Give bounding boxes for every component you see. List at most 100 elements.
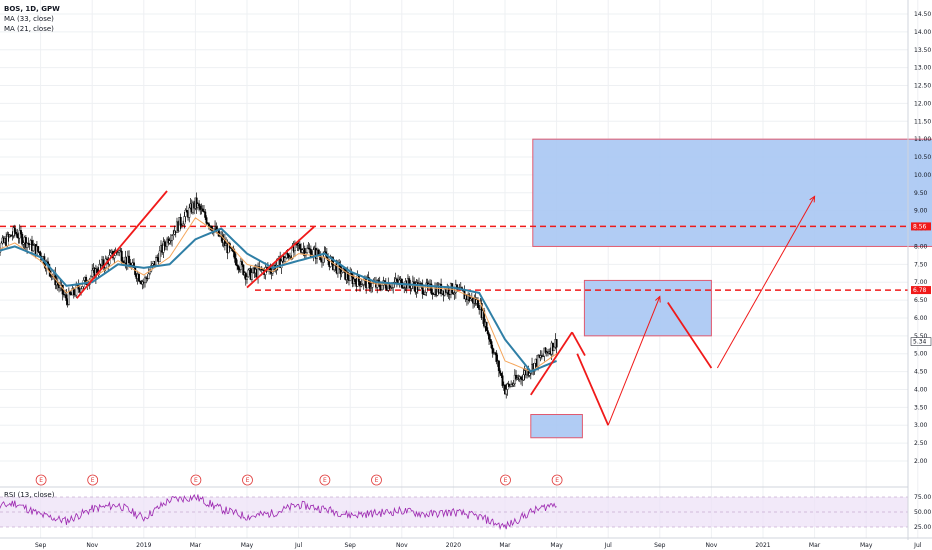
candle-body bbox=[241, 261, 244, 266]
candle-body bbox=[304, 252, 307, 256]
candle-body bbox=[232, 250, 235, 253]
candle-body bbox=[497, 360, 500, 371]
candle-body bbox=[361, 284, 364, 286]
candle-body bbox=[303, 248, 306, 256]
earnings-label: E bbox=[323, 477, 327, 484]
last-price-label: 5.34 bbox=[913, 339, 927, 346]
time-tick-label: May bbox=[241, 542, 254, 549]
ma33-label[interactable]: MA (33, close) bbox=[4, 15, 54, 23]
candle-body bbox=[132, 262, 135, 268]
candle-body bbox=[185, 209, 188, 213]
candle-body bbox=[359, 281, 362, 287]
candle-body bbox=[489, 339, 492, 342]
time-tick-label: Mar bbox=[190, 542, 202, 549]
trend-drawings bbox=[76, 190, 816, 426]
candle-body bbox=[485, 321, 488, 331]
rsi-band bbox=[0, 497, 908, 527]
candle-body bbox=[319, 255, 322, 261]
candle-body bbox=[22, 242, 25, 245]
price-tick-label: 11.50 bbox=[914, 118, 931, 125]
candle-body bbox=[13, 227, 16, 233]
time-tick-label: 2019 bbox=[136, 542, 151, 549]
candle-body bbox=[403, 287, 406, 289]
candle-body bbox=[340, 272, 343, 274]
candle-body bbox=[500, 373, 503, 376]
trend-line bbox=[76, 190, 168, 299]
candle-body bbox=[233, 251, 236, 259]
projection-up-arrow bbox=[716, 196, 816, 369]
candle-body bbox=[121, 260, 124, 263]
price-tick-label: 12.00 bbox=[914, 100, 931, 107]
candle-body bbox=[431, 293, 434, 295]
rsi-label[interactable]: RSI (13, close) bbox=[4, 491, 55, 499]
time-axis[interactable]: Sep Nov 2019 Mar May Jul Sep Nov 2020 Mar May Jul Se… bbox=[0, 537, 932, 549]
candle-body bbox=[513, 374, 516, 384]
candle-body bbox=[38, 251, 41, 253]
time-tick-label: Jul bbox=[604, 542, 613, 549]
candle-body bbox=[77, 285, 80, 290]
candle-body bbox=[542, 355, 545, 358]
price-tag bbox=[911, 222, 931, 231]
candle-body bbox=[247, 269, 250, 278]
price-tag bbox=[911, 286, 931, 295]
candle-body bbox=[171, 235, 174, 241]
candle-body bbox=[163, 241, 166, 246]
candle-body bbox=[322, 256, 325, 263]
candle-body bbox=[512, 383, 515, 386]
time-tick-label: Mar bbox=[499, 542, 511, 549]
candle-body bbox=[515, 374, 518, 380]
candle-body bbox=[237, 265, 240, 270]
candle-body bbox=[366, 277, 369, 289]
candle-body bbox=[91, 270, 94, 277]
trend-line bbox=[571, 331, 586, 356]
price-tick-label: 4.50 bbox=[914, 369, 928, 376]
earnings-marker bbox=[500, 474, 511, 486]
earnings-label: E bbox=[39, 477, 43, 484]
earnings-label: E bbox=[91, 477, 95, 484]
candle-body bbox=[528, 373, 531, 376]
price-tick-label: 2.50 bbox=[914, 440, 928, 447]
candle-body bbox=[468, 294, 471, 301]
earnings-label: E bbox=[375, 477, 379, 484]
candle-body bbox=[453, 292, 456, 294]
candle-body bbox=[370, 287, 373, 289]
candle-body bbox=[276, 258, 279, 266]
time-tick-label: Sep bbox=[35, 542, 47, 549]
candle-body bbox=[555, 339, 558, 348]
candle-body bbox=[553, 346, 556, 352]
ma21-line bbox=[0, 217, 557, 373]
candle-body bbox=[109, 252, 112, 256]
ma33-line bbox=[0, 227, 557, 373]
projection-down bbox=[576, 353, 610, 426]
candle-body bbox=[360, 284, 363, 287]
candle-body bbox=[307, 247, 310, 249]
time-tick-label: Nov bbox=[706, 542, 718, 549]
symbol-label[interactable]: BOS, 1D, GPW bbox=[4, 5, 60, 13]
candle-body bbox=[495, 352, 498, 362]
candle-body bbox=[172, 234, 175, 237]
candle-body bbox=[205, 217, 208, 224]
candle-body bbox=[507, 383, 510, 385]
candle-body bbox=[551, 342, 554, 352]
candle-body bbox=[469, 298, 472, 301]
candle-body bbox=[519, 376, 522, 380]
candle-body bbox=[346, 271, 349, 279]
candle-body bbox=[488, 333, 491, 340]
candle-body bbox=[169, 240, 172, 242]
candle-body bbox=[424, 291, 427, 295]
candle-body bbox=[234, 258, 237, 265]
candle-body bbox=[286, 253, 289, 256]
earnings-marker bbox=[242, 474, 253, 486]
price-tick-label: 11.00 bbox=[914, 136, 931, 143]
time-tick-label: 2020 bbox=[446, 542, 461, 549]
candle-body bbox=[236, 264, 239, 267]
ma21-label[interactable]: MA (21, close) bbox=[4, 25, 54, 33]
candle-body bbox=[501, 375, 504, 386]
last-price-tag bbox=[910, 337, 932, 346]
candle-body bbox=[505, 389, 508, 395]
candle-body bbox=[128, 255, 131, 264]
candle-body bbox=[195, 197, 198, 208]
candle-body bbox=[32, 245, 35, 251]
